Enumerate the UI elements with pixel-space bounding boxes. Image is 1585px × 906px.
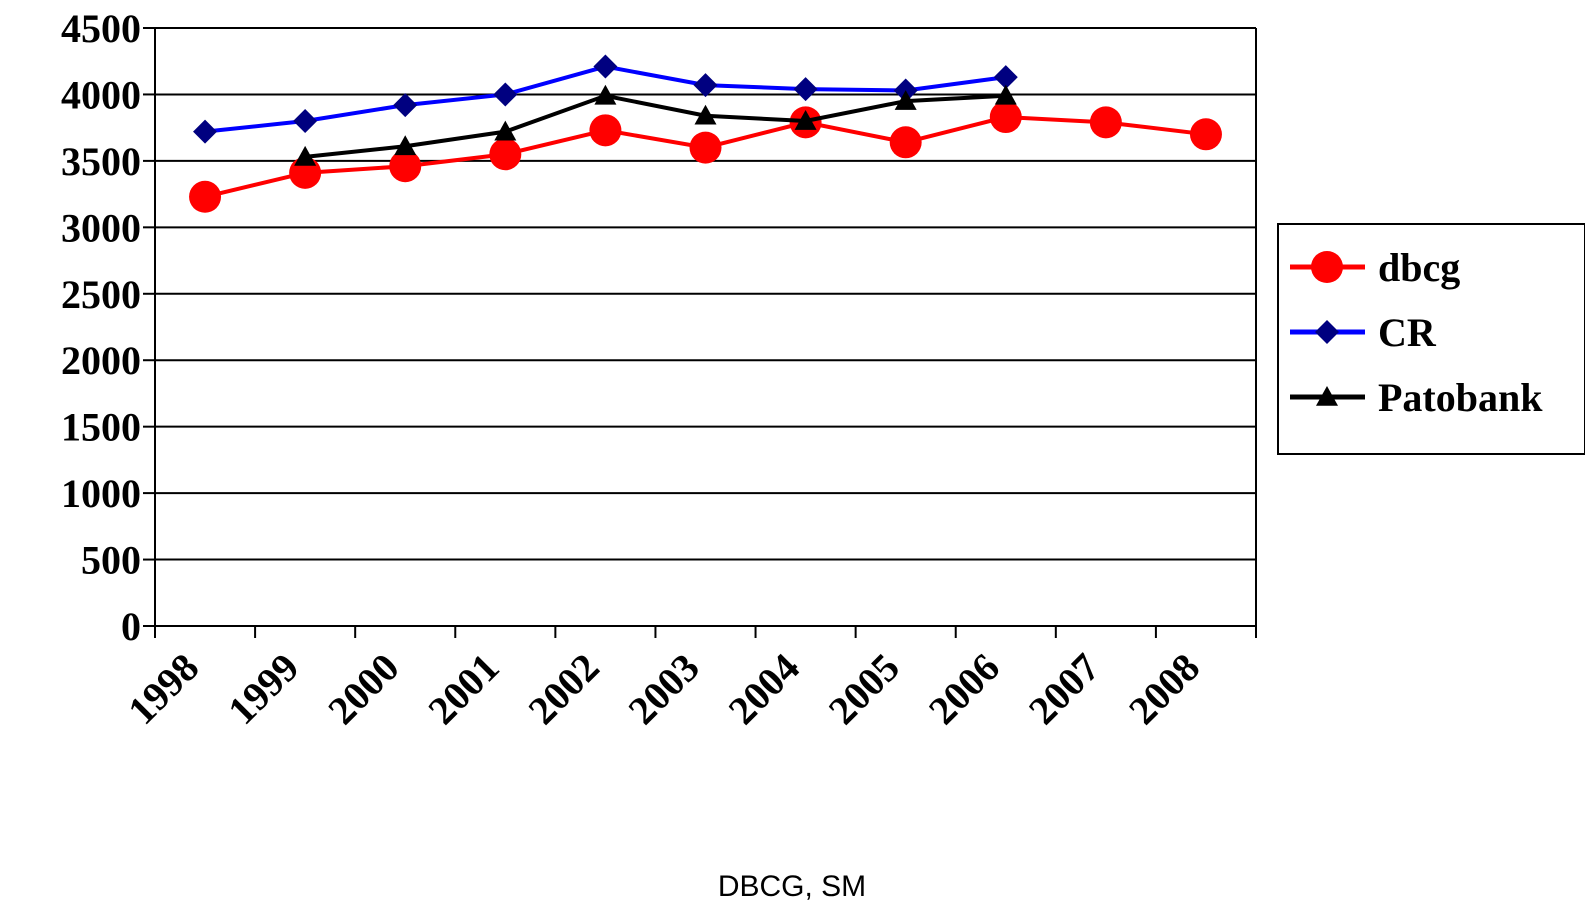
point-CR-1998 xyxy=(193,119,218,144)
y-tick-label-4500: 4500 xyxy=(61,6,141,51)
y-tick-label-4000: 4000 xyxy=(61,72,141,117)
x-tick-label-1999: 1999 xyxy=(219,645,307,733)
y-tick-label-3500: 3500 xyxy=(61,139,141,184)
x-axis-ticks: 1998 1999 2000 2001 2002 2003 2004 2005 2006 2007… xyxy=(119,626,1257,733)
point-CR-2002 xyxy=(593,54,618,79)
point-dbcg-2002 xyxy=(589,114,622,147)
point-Patobank-2006 xyxy=(994,84,1017,105)
point-Patobank-2000 xyxy=(394,135,417,156)
x-tick-label-2007: 2007 xyxy=(1020,645,1108,733)
point-dbcg-2001 xyxy=(489,138,522,171)
x-tick-label-2000: 2000 xyxy=(319,645,407,733)
point-CR-2003 xyxy=(693,73,718,98)
legend-label-dbcg: dbcg xyxy=(1378,245,1460,290)
x-tick-label-1998: 1998 xyxy=(119,645,207,733)
point-Patobank-2003 xyxy=(694,104,717,125)
legend-marker-dbcg xyxy=(1311,251,1343,283)
legend-marker-Patobank xyxy=(1316,386,1338,406)
x-tick-label-2003: 2003 xyxy=(619,645,707,733)
point-CR-1999 xyxy=(293,109,318,134)
point-CR-2006 xyxy=(993,65,1018,90)
legend-item-dbcg: dbcg xyxy=(1290,245,1460,290)
point-Patobank-2005 xyxy=(894,90,917,110)
legend-label-CR: CR xyxy=(1378,310,1437,355)
point-Patobank-1999 xyxy=(294,145,317,166)
gridlines xyxy=(155,27,1256,561)
x-tick-label-2002: 2002 xyxy=(519,645,607,733)
x-tick-label-2001: 2001 xyxy=(419,645,507,733)
y-tick-label-3000: 3000 xyxy=(61,205,141,250)
series-Patobank xyxy=(294,84,1017,166)
legend-item-Patobank: Patobank xyxy=(1290,375,1543,420)
point-CR-2001 xyxy=(493,82,518,107)
y-tick-label-2500: 2500 xyxy=(61,272,141,317)
legend-item-CR: CR xyxy=(1290,310,1437,355)
y-tick-label-2000: 2000 xyxy=(61,338,141,383)
axes xyxy=(154,28,1257,636)
x-tick-label-2006: 2006 xyxy=(920,645,1008,733)
y-tick-label-0: 0 xyxy=(121,604,141,649)
point-dbcg-2007 xyxy=(1089,106,1122,139)
y-tick-label-1000: 1000 xyxy=(61,471,141,516)
point-dbcg-2003 xyxy=(689,131,722,164)
point-Patobank-2004 xyxy=(794,110,817,130)
point-dbcg-2006 xyxy=(989,101,1022,134)
series-line-Patobank xyxy=(304,93,1006,159)
series-dbcg xyxy=(189,101,1222,213)
y-tick-label-500: 500 xyxy=(81,538,141,583)
y-axis-ticks: 0 500 1000 1500 2000 2500 3000 3500 4000 4500 xyxy=(61,6,155,649)
x-tick-label-2005: 2005 xyxy=(820,645,908,733)
x-tick-label-2008: 2008 xyxy=(1120,645,1208,733)
legend-label-Patobank: Patobank xyxy=(1378,375,1543,420)
point-Patobank-2001 xyxy=(494,120,517,141)
point-dbcg-2005 xyxy=(889,126,922,159)
y-tick-label-1500: 1500 xyxy=(61,405,141,450)
x-tick-label-2004: 2004 xyxy=(720,645,808,733)
point-dbcg-1998 xyxy=(189,180,222,213)
series-group xyxy=(189,54,1222,213)
point-CR-2000 xyxy=(393,93,418,118)
point-Patobank-2002 xyxy=(594,84,617,105)
point-CR-2004 xyxy=(793,77,818,102)
point-dbcg-2008 xyxy=(1189,118,1222,151)
legend-marker-CR xyxy=(1315,320,1339,344)
point-dbcg-2000 xyxy=(389,150,422,183)
series-CR xyxy=(193,54,1018,144)
legend: dbcg CR Patobank xyxy=(1277,223,1585,455)
footer-caption: DBCG, SM xyxy=(718,870,866,903)
